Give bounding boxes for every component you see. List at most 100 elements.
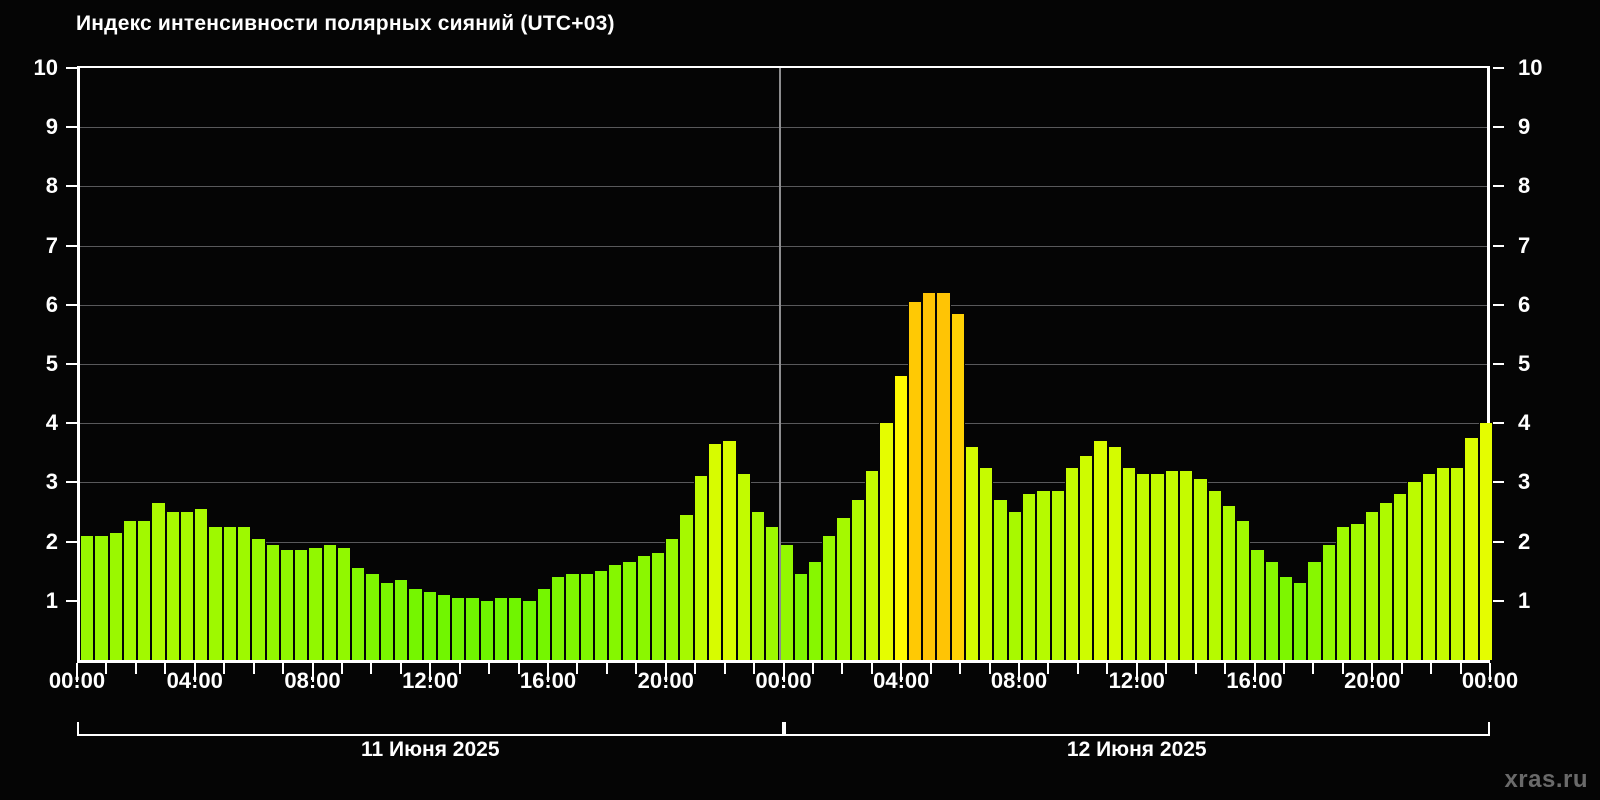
bar <box>1435 467 1451 660</box>
bar <box>1293 583 1308 660</box>
bar <box>522 600 537 660</box>
y-axis-label-right-6: 6 <box>1518 291 1531 317</box>
bar <box>693 476 708 660</box>
bar <box>1321 544 1336 660</box>
x-tick-1 <box>105 663 108 674</box>
bar <box>993 500 1008 660</box>
x-tick-9 <box>340 663 343 674</box>
x-tick-45 <box>1400 663 1403 674</box>
bar <box>1478 423 1493 660</box>
bar <box>793 574 808 660</box>
bar <box>822 535 837 660</box>
y-tick-mark-right-8 <box>1493 185 1504 188</box>
x-tick-2 <box>134 663 137 674</box>
x-axis-label-2: 08:00 <box>284 668 341 693</box>
bar <box>493 597 509 660</box>
bar <box>950 313 965 660</box>
day-bracket-1 <box>783 722 1490 736</box>
x-tick-4 <box>193 663 196 682</box>
bar <box>893 375 908 660</box>
gridline-4 <box>80 423 1487 425</box>
x-tick-35 <box>1106 663 1109 674</box>
x-tick-6 <box>252 663 255 674</box>
x-axis-label-12: 00:00 <box>1461 668 1519 693</box>
y-tick-mark-left-6 <box>66 303 77 306</box>
y-tick-mark-right-3 <box>1493 481 1504 484</box>
y-axis-label-left-4: 4 <box>45 410 58 436</box>
bar <box>907 301 923 660</box>
x-tick-3 <box>164 663 167 674</box>
x-tick-13 <box>458 663 461 674</box>
x-tick-32 <box>1018 663 1020 682</box>
x-tick-19 <box>635 663 638 674</box>
x-tick-11 <box>399 663 402 674</box>
y-tick-mark-right-6 <box>1493 303 1504 306</box>
bar <box>1336 526 1351 660</box>
y-tick-mark-left-5 <box>66 363 77 365</box>
bar <box>479 600 494 660</box>
bar <box>865 470 880 660</box>
gridline-9 <box>80 127 1487 129</box>
x-tick-10 <box>370 663 373 674</box>
y-tick-mark-left-10 <box>66 67 77 69</box>
gridline-5 <box>80 364 1487 365</box>
bar <box>336 547 352 660</box>
y-tick-mark-left-9 <box>66 126 77 129</box>
gridline-8 <box>80 186 1487 188</box>
x-axis-label-7: 04:00 <box>873 668 930 693</box>
bar <box>408 588 423 660</box>
bar <box>1236 520 1251 660</box>
bar <box>137 520 152 660</box>
bar <box>222 526 237 660</box>
x-axis-label-1: 04:00 <box>166 668 223 693</box>
bar <box>365 574 380 660</box>
bar <box>80 535 95 660</box>
x-tick-42 <box>1312 663 1315 674</box>
y-tick-mark-left-8 <box>66 185 77 188</box>
bar <box>936 292 951 660</box>
x-axis-label-9: 12:00 <box>1108 668 1165 693</box>
bar <box>1036 491 1051 660</box>
y-axis-label-right-9: 9 <box>1518 114 1531 140</box>
bar <box>850 500 865 660</box>
x-tick-14 <box>488 663 491 674</box>
bar <box>1079 455 1094 660</box>
x-axis-label-5: 20:00 <box>637 668 694 693</box>
bar <box>722 440 737 660</box>
y-tick-mark-left-2 <box>66 540 77 543</box>
x-tick-30 <box>959 663 962 674</box>
bar <box>208 526 223 660</box>
y-tick-mark-left-1 <box>66 599 77 602</box>
gridline-3 <box>80 482 1487 484</box>
x-tick-0 <box>76 663 78 682</box>
bar <box>1093 440 1108 660</box>
x-tick-15 <box>517 663 520 674</box>
bar <box>593 571 609 660</box>
x-axis-label-6: 00:00 <box>755 668 812 693</box>
y-axis-label-left-1: 1 <box>45 587 58 613</box>
x-axis-label-4: 16:00 <box>519 668 577 693</box>
bar <box>708 443 723 660</box>
bar <box>779 544 794 660</box>
bar <box>279 550 295 660</box>
bar <box>1378 503 1394 660</box>
x-axis-label-8: 08:00 <box>990 668 1048 693</box>
bar <box>1307 562 1322 660</box>
x-tick-25 <box>811 663 814 674</box>
bar <box>465 597 480 660</box>
y-tick-mark-right-2 <box>1493 540 1504 543</box>
x-tick-8 <box>311 663 314 682</box>
y-tick-mark-left-4 <box>66 422 77 425</box>
chart-title: Индекс интенсивности полярных сияний (UT… <box>76 12 615 35</box>
bar <box>922 292 937 660</box>
bar <box>1022 494 1037 660</box>
x-tick-33 <box>1047 663 1050 674</box>
x-tick-24 <box>782 663 785 682</box>
day-bracket-0 <box>77 722 784 736</box>
x-tick-34 <box>1076 663 1079 674</box>
day-label-1: 12 Июня 2025 <box>1066 738 1207 761</box>
bar <box>1007 512 1022 660</box>
x-tick-5 <box>223 663 226 674</box>
x-tick-26 <box>841 663 844 674</box>
